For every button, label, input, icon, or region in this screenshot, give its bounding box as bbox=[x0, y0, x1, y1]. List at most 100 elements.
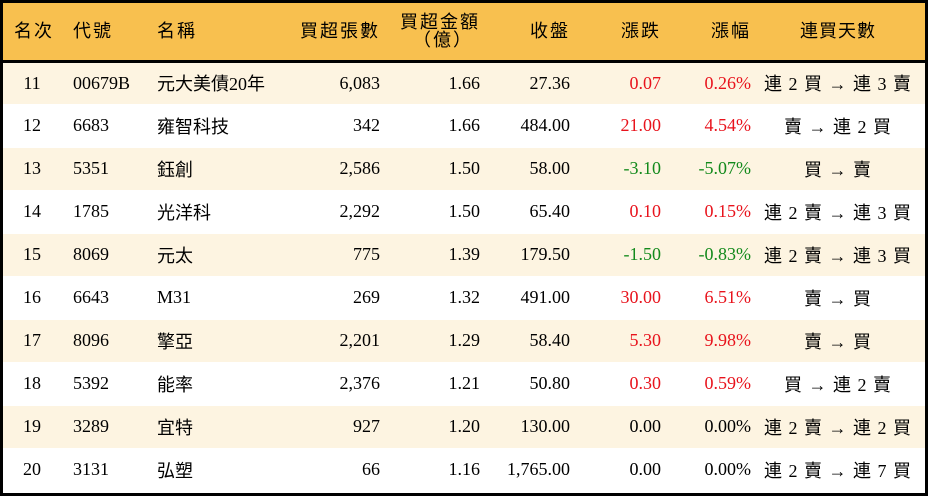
cell-change: 0.10 bbox=[570, 189, 661, 233]
cell-streak: 賣 → 買 bbox=[751, 318, 925, 362]
table-row: 12 6683 雍智科技 342 1.66 484.00 21.00 4.54%… bbox=[3, 103, 925, 147]
cell-name: 鈺創 bbox=[143, 146, 285, 190]
cell-streak: 賣 → 買 bbox=[751, 275, 925, 319]
cell-lots: 269 bbox=[285, 275, 380, 319]
cell-streak: 連 2 賣 → 連 3 買 bbox=[751, 189, 925, 233]
header-change-pct: 漲幅 bbox=[661, 3, 751, 63]
cell-change-pct: 0.15% bbox=[661, 189, 751, 233]
cell-amount: 1.50 bbox=[380, 146, 480, 190]
cell-amount: 1.20 bbox=[380, 404, 480, 448]
cell-streak: 連 2 賣 → 連 7 買 bbox=[751, 447, 925, 491]
header-net-buy-lots: 買超張數 bbox=[285, 3, 380, 63]
cell-code: 6643 bbox=[61, 275, 143, 319]
cell-change: -3.10 bbox=[570, 146, 661, 190]
header-streak: 連買天數 bbox=[751, 3, 925, 63]
cell-rank: 12 bbox=[3, 103, 61, 147]
cell-amount: 1.29 bbox=[380, 318, 480, 362]
cell-close: 179.50 bbox=[480, 232, 570, 276]
cell-streak: 買 → 連 2 賣 bbox=[751, 361, 925, 405]
header-rank: 名次 bbox=[3, 3, 61, 63]
header-change: 漲跌 bbox=[570, 3, 661, 63]
cell-change: 5.30 bbox=[570, 318, 661, 362]
header-net-buy-amount-unit: （億） bbox=[413, 30, 473, 51]
cell-name: 宜特 bbox=[143, 404, 285, 448]
header-close: 收盤 bbox=[480, 3, 570, 63]
header-net-buy-amount: 買超金額 （億） bbox=[380, 3, 480, 63]
cell-change: 0.00 bbox=[570, 447, 661, 491]
header-net-buy-amount-label: 買超金額 bbox=[400, 12, 480, 33]
cell-change-pct: -0.83% bbox=[661, 232, 751, 276]
table-row: 17 8096 擎亞 2,201 1.29 58.40 5.30 9.98% 賣… bbox=[3, 318, 925, 362]
cell-change: 0.30 bbox=[570, 361, 661, 405]
cell-name: M31 bbox=[143, 275, 285, 319]
cell-lots: 2,292 bbox=[285, 189, 380, 233]
cell-change-pct: 6.51% bbox=[661, 275, 751, 319]
cell-rank: 13 bbox=[3, 146, 61, 190]
cell-change: -1.50 bbox=[570, 232, 661, 276]
header-code: 代號 bbox=[61, 3, 143, 63]
cell-lots: 342 bbox=[285, 103, 380, 147]
cell-change: 21.00 bbox=[570, 103, 661, 147]
cell-lots: 2,586 bbox=[285, 146, 380, 190]
cell-lots: 2,201 bbox=[285, 318, 380, 362]
cell-code: 00679B bbox=[61, 60, 143, 104]
cell-change-pct: 4.54% bbox=[661, 103, 751, 147]
cell-rank: 11 bbox=[3, 60, 61, 104]
table-row: 15 8069 元太 775 1.39 179.50 -1.50 -0.83% … bbox=[3, 232, 925, 276]
cell-amount: 1.21 bbox=[380, 361, 480, 405]
cell-change-pct: 9.98% bbox=[661, 318, 751, 362]
cell-code: 5351 bbox=[61, 146, 143, 190]
cell-streak: 連 2 買 → 連 3 賣 bbox=[751, 60, 925, 104]
cell-rank: 15 bbox=[3, 232, 61, 276]
cell-code: 3289 bbox=[61, 404, 143, 448]
cell-rank: 18 bbox=[3, 361, 61, 405]
cell-change: 0.07 bbox=[570, 60, 661, 104]
table-row: 16 6643 M31 269 1.32 491.00 30.00 6.51% … bbox=[3, 275, 925, 319]
cell-name: 擎亞 bbox=[143, 318, 285, 362]
table-row: 19 3289 宜特 927 1.20 130.00 0.00 0.00% 連 … bbox=[3, 404, 925, 448]
cell-close: 1,765.00 bbox=[480, 447, 570, 491]
cell-rank: 17 bbox=[3, 318, 61, 362]
cell-amount: 1.32 bbox=[380, 275, 480, 319]
cell-lots: 2,376 bbox=[285, 361, 380, 405]
table-row: 18 5392 能率 2,376 1.21 50.80 0.30 0.59% 買… bbox=[3, 361, 925, 405]
cell-code: 1785 bbox=[61, 189, 143, 233]
cell-change-pct: 0.00% bbox=[661, 447, 751, 491]
cell-close: 50.80 bbox=[480, 361, 570, 405]
cell-code: 3131 bbox=[61, 447, 143, 491]
cell-name: 能率 bbox=[143, 361, 285, 405]
table-row: 13 5351 鈺創 2,586 1.50 58.00 -3.10 -5.07%… bbox=[3, 146, 925, 190]
cell-streak: 連 2 賣 → 連 3 買 bbox=[751, 232, 925, 276]
cell-code: 8069 bbox=[61, 232, 143, 276]
cell-streak: 連 2 賣 → 連 2 買 bbox=[751, 404, 925, 448]
cell-name: 雍智科技 bbox=[143, 103, 285, 147]
cell-name: 元太 bbox=[143, 232, 285, 276]
net-buy-ranking-table: 名次 代號 名稱 買超張數 買超金額 （億） 收盤 漲跌 漲幅 連買天數 11 … bbox=[3, 3, 925, 491]
cell-name: 弘塑 bbox=[143, 447, 285, 491]
cell-amount: 1.50 bbox=[380, 189, 480, 233]
cell-lots: 775 bbox=[285, 232, 380, 276]
cell-close: 27.36 bbox=[480, 60, 570, 104]
table-row: 14 1785 光洋科 2,292 1.50 65.40 0.10 0.15% … bbox=[3, 189, 925, 233]
cell-close: 65.40 bbox=[480, 189, 570, 233]
cell-close: 58.00 bbox=[480, 146, 570, 190]
cell-code: 6683 bbox=[61, 103, 143, 147]
cell-lots: 66 bbox=[285, 447, 380, 491]
cell-rank: 14 bbox=[3, 189, 61, 233]
cell-streak: 賣 → 連 2 買 bbox=[751, 103, 925, 147]
table-header-row: 名次 代號 名稱 買超張數 買超金額 （億） 收盤 漲跌 漲幅 連買天數 bbox=[3, 3, 925, 63]
cell-lots: 927 bbox=[285, 404, 380, 448]
cell-lots: 6,083 bbox=[285, 60, 380, 104]
cell-change-pct: 0.26% bbox=[661, 60, 751, 104]
cell-amount: 1.39 bbox=[380, 232, 480, 276]
cell-streak: 買 → 賣 bbox=[751, 146, 925, 190]
cell-close: 130.00 bbox=[480, 404, 570, 448]
cell-amount: 1.66 bbox=[380, 60, 480, 104]
cell-change-pct: 0.59% bbox=[661, 361, 751, 405]
table-row: 20 3131 弘塑 66 1.16 1,765.00 0.00 0.00% 連… bbox=[3, 447, 925, 491]
cell-code: 8096 bbox=[61, 318, 143, 362]
cell-close: 484.00 bbox=[480, 103, 570, 147]
cell-change-pct: 0.00% bbox=[661, 404, 751, 448]
cell-amount: 1.66 bbox=[380, 103, 480, 147]
